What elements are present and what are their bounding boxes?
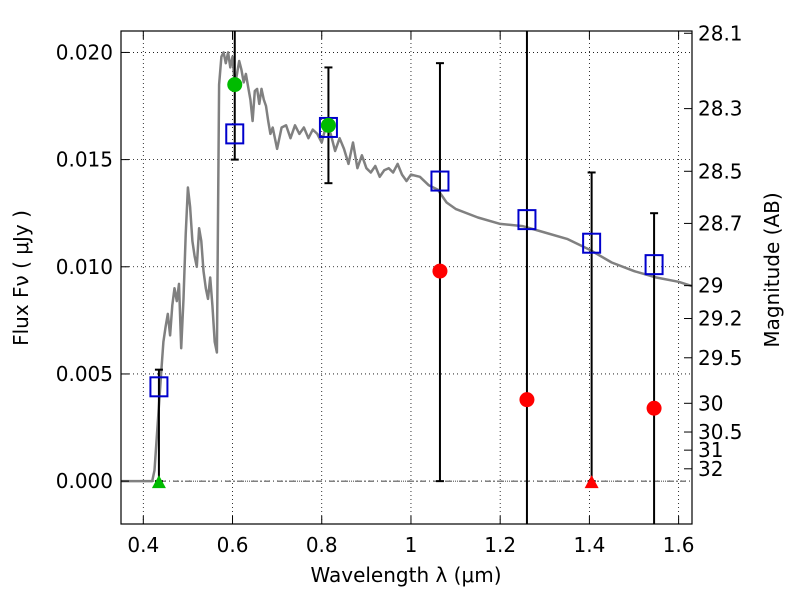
x-axis-label: Wavelength λ (μm) — [310, 563, 501, 587]
mag-tick-label: 32 — [698, 457, 723, 481]
model-photometry-point — [644, 254, 664, 276]
right-axis-label: Magnitude (AB) — [760, 192, 784, 347]
y-tick-label: 0.015 — [56, 148, 113, 172]
model-photometry-point — [430, 170, 450, 192]
mag-tick-label: 30 — [698, 391, 723, 415]
x-axis: 0.4 0.6 0.8 1 1.2 1.4 1.6 — [127, 31, 695, 557]
y-axis: 0.000 0.005 0.010 0.015 0.020 — [56, 40, 129, 493]
y-axis-label: Flux Fν ( μJy ) — [9, 210, 33, 346]
x-tick-label: 0.8 — [306, 533, 338, 557]
mag-tick-label: 28.1 — [698, 21, 743, 45]
model-sed-line — [121, 51, 692, 483]
x-tick-label: 1.4 — [573, 533, 605, 557]
mag-tick-label: 29.5 — [698, 346, 743, 370]
mag-tick-label: 31 — [698, 438, 723, 462]
x-tick-label: 0.6 — [217, 533, 249, 557]
mag-tick-label: 28.3 — [698, 97, 743, 121]
x-tick-label: 0.4 — [127, 533, 159, 557]
non-detection-point — [432, 263, 448, 279]
model-photometry-point — [149, 376, 169, 398]
non-detection-point — [519, 392, 535, 408]
x-tick-label: 1 — [405, 533, 418, 557]
mag-tick-label: 30.5 — [698, 420, 743, 444]
detection-point — [227, 77, 243, 93]
upper-limit-marker — [151, 475, 166, 489]
detection-point — [320, 117, 336, 133]
plot-frame — [120, 30, 693, 525]
non-detection-point — [646, 400, 662, 416]
x-tick-label: 1.6 — [663, 533, 695, 557]
mag-tick-label: 29.2 — [698, 307, 743, 331]
model-photometry-point — [225, 123, 245, 145]
mag-tick-label: 28.7 — [698, 211, 743, 235]
y-tick-label: 0.020 — [56, 40, 113, 64]
mag-tick-label: 28.5 — [698, 159, 743, 183]
plot-area — [121, 31, 692, 524]
y-tick-label: 0.000 — [56, 469, 113, 493]
y-tick-label: 0.010 — [56, 255, 113, 279]
x-tick-label: 1.2 — [484, 533, 516, 557]
plot-background — [121, 31, 692, 524]
upper-limit-marker — [584, 475, 599, 489]
model-photometry-point — [517, 209, 537, 231]
model-photometry-point — [582, 232, 602, 254]
y-tick-label: 0.005 — [56, 362, 113, 386]
mag-tick-label: 29 — [698, 274, 723, 298]
